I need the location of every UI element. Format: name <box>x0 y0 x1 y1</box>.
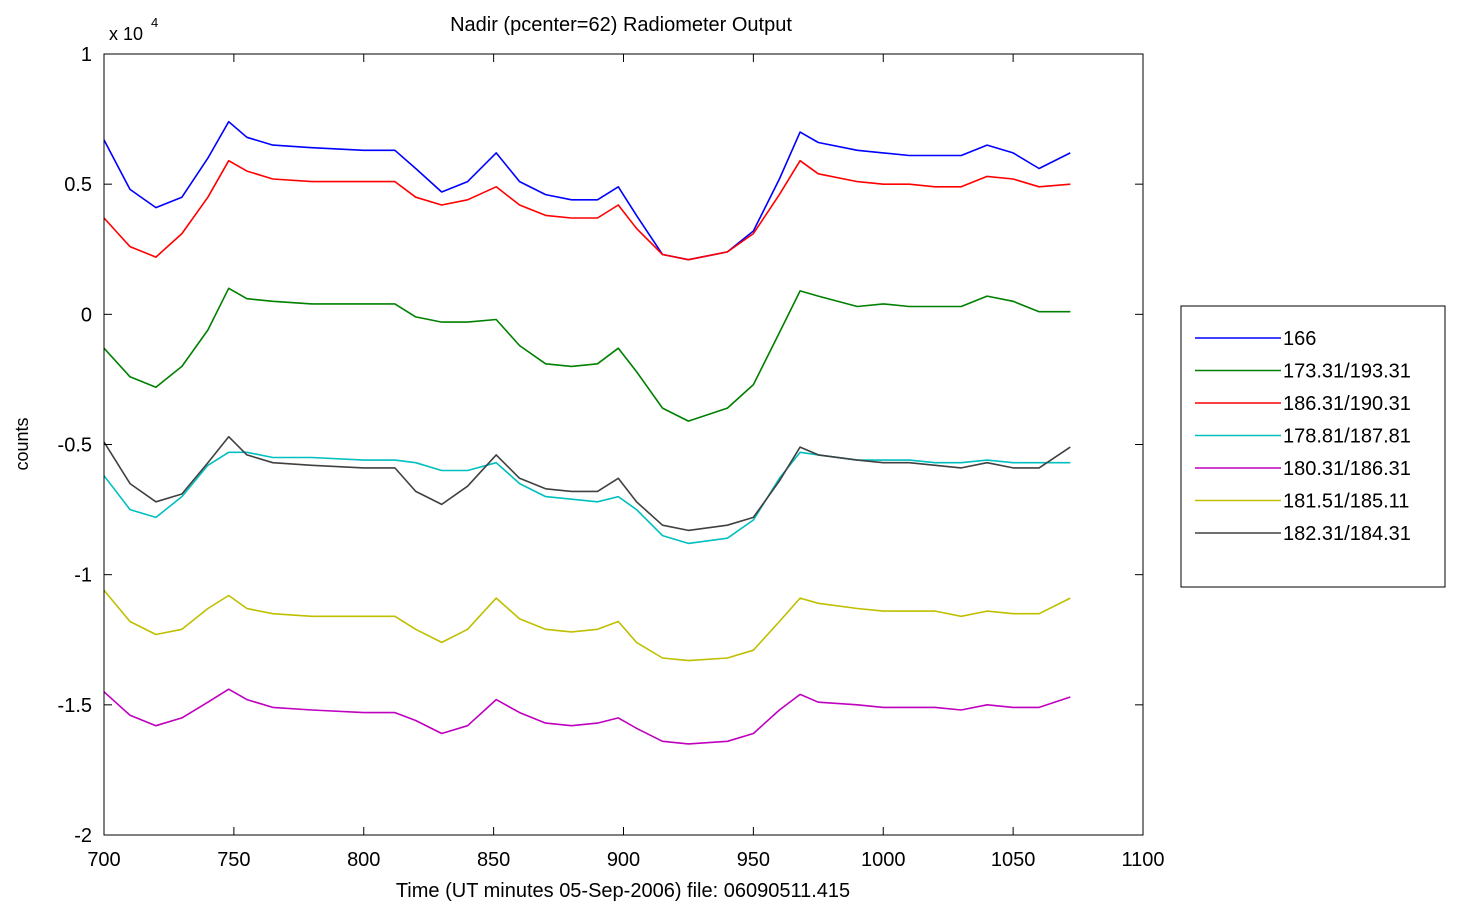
x-tick-label: 1050 <box>991 849 1036 871</box>
y-tick-label: -1.5 <box>58 695 92 717</box>
series-line-6 <box>103 435 1071 532</box>
legend-box <box>1180 305 1446 588</box>
legend-entry: 166 <box>1283 328 1316 350</box>
legend-entry: 181.51/185.11 <box>1283 491 1409 513</box>
legend-entry: 180.31/186.31 <box>1283 458 1411 480</box>
y-tick-label: -0.5 <box>58 435 92 457</box>
series-line-2 <box>103 159 1071 261</box>
x-tick-label: 750 <box>217 849 250 871</box>
x-tick-label: 950 <box>737 849 770 871</box>
legend: 166 173.31/193.31 186.31/190.31 178.81/187.… <box>1180 305 1446 588</box>
y-axis-label: counts <box>12 417 32 470</box>
legend-entry: 182.31/184.31 <box>1283 523 1411 545</box>
series-line-3 <box>103 451 1071 545</box>
x-tick-label: 1100 <box>1121 849 1164 871</box>
series-line-4 <box>103 688 1071 745</box>
x-tick-label: 800 <box>347 849 380 871</box>
x-tick-label: 900 <box>607 849 640 871</box>
y-tick-label: -1 <box>74 565 92 587</box>
y-exponent-power: 4 <box>151 15 158 30</box>
plot-area <box>103 120 1071 745</box>
y-tick-label: 1 <box>81 44 92 66</box>
legend-entry: 178.81/187.81 <box>1283 426 1411 448</box>
x-tick-label: 700 <box>87 849 120 871</box>
series-line-0 <box>103 120 1071 261</box>
y-tick-label: 0.5 <box>64 174 92 196</box>
series-line-1 <box>103 287 1071 422</box>
series-line-5 <box>103 589 1071 662</box>
x-tick-label: 850 <box>477 849 510 871</box>
axis-ticks: 700 750 800 850 900 950 1000 1050 1100 -2 -1.5 -1 -0… <box>58 44 1165 871</box>
x-axis-label: Time (UT minutes 05-Sep-2006) file: 0609… <box>396 880 850 902</box>
x-tick-label: 1000 <box>861 849 906 871</box>
y-tick-label: 0 <box>81 304 92 326</box>
y-exponent-label: x 10 4 <box>109 15 158 44</box>
axes-box <box>103 53 1144 836</box>
legend-entry: 186.31/190.31 <box>1283 393 1411 415</box>
chart-title: Nadir (pcenter=62) Radiometer Output <box>450 14 792 36</box>
y-exponent-base: x 10 <box>109 24 143 44</box>
legend-entry: 173.31/193.31 <box>1283 361 1411 383</box>
y-tick-label: -2 <box>74 825 92 847</box>
